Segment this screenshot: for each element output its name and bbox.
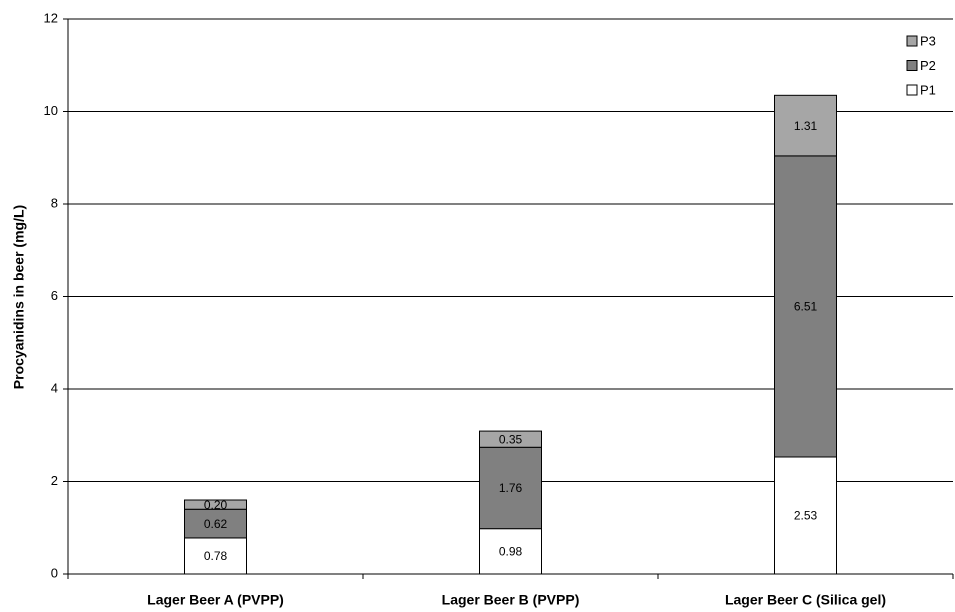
data-label: 1.31 xyxy=(794,119,818,133)
data-label: 0.35 xyxy=(499,432,523,446)
bar-segment xyxy=(184,499,247,510)
data-label: 1.76 xyxy=(499,481,523,495)
x-tick-label: Lager Beer B (PVPP) xyxy=(442,592,580,608)
y-tick-label: 12 xyxy=(44,10,58,25)
legend-label: P2 xyxy=(920,58,936,73)
y-axis-title: Procyanidins in beer (mg/L) xyxy=(11,205,27,389)
data-label: 0.62 xyxy=(204,517,228,531)
legend-swatch xyxy=(906,60,918,71)
bar-segment xyxy=(479,430,542,448)
bar-segment xyxy=(184,508,247,539)
bar-segment xyxy=(479,446,542,530)
y-tick-label: 8 xyxy=(51,195,58,210)
y-tick-label: 4 xyxy=(51,380,58,395)
data-label: 0.20 xyxy=(204,498,228,512)
bar-segment xyxy=(479,528,542,575)
legend-swatch xyxy=(906,35,918,47)
bar-segment xyxy=(774,94,837,157)
y-tick-label: 2 xyxy=(51,473,58,488)
data-label: 0.98 xyxy=(499,545,523,559)
data-label: 6.51 xyxy=(794,300,818,314)
y-tick-label: 6 xyxy=(51,288,58,303)
legend-label: P1 xyxy=(920,82,936,97)
legend-label: P3 xyxy=(920,33,936,48)
legend-swatch xyxy=(906,84,918,96)
data-label: 0.78 xyxy=(204,549,228,563)
data-label: 2.53 xyxy=(794,509,818,523)
y-tick-label: 0 xyxy=(51,565,58,580)
bar-segment xyxy=(774,155,837,458)
x-tick-label: Lager Beer A (PVPP) xyxy=(147,592,284,608)
y-tick-label: 10 xyxy=(44,103,58,118)
x-tick-label: Lager Beer C (Silica gel) xyxy=(725,592,886,608)
